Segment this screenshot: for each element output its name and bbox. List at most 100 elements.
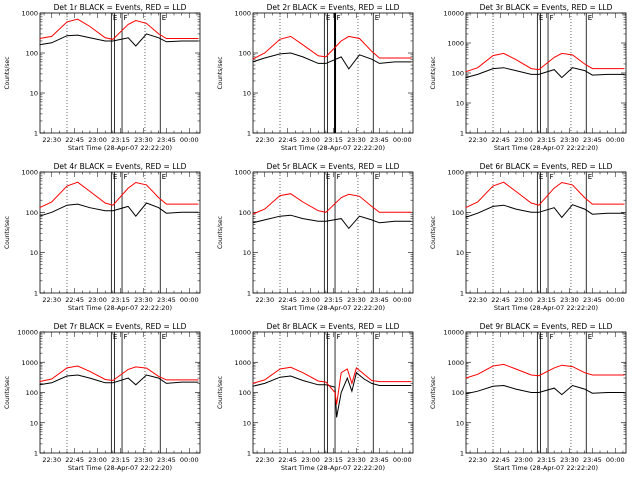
x-tick-label: 00:00 (606, 136, 625, 144)
y-axis-label: Counts/sec (430, 56, 437, 89)
x-tick-label: 00:00 (606, 456, 625, 464)
flag-label: E (539, 333, 543, 341)
x-tick-label: 22:30 (42, 136, 61, 144)
flag-label: E (113, 173, 117, 181)
plot-frame (465, 12, 627, 134)
flag-label: F (124, 14, 128, 22)
x-tick-label: 22:30 (255, 136, 274, 144)
x-tick-label: 23:15 (537, 456, 556, 464)
x-tick-label: 23:45 (583, 296, 602, 304)
x-tick-label: 23:45 (370, 296, 389, 304)
flag-label: F (124, 173, 128, 181)
panel-title: Det 4r BLACK = Events, RED = LLD (54, 162, 187, 171)
y-tick-label: 10 (456, 249, 464, 257)
x-axis-label: Start Time (28-Apr-07 22:22:20) (494, 144, 598, 152)
flag-label: E (113, 14, 117, 22)
series-line-events (465, 384, 625, 396)
x-tick-label: 22:30 (468, 136, 487, 144)
panel-det-9: Det 9r BLACK = Events, RED = LLD 1 10 100 10… (430, 322, 627, 472)
flag-label: E (375, 14, 379, 22)
y-tick-label: 1 (34, 450, 38, 458)
y-axis-label: Counts/sec (4, 216, 11, 249)
series-line-lld (465, 363, 625, 379)
y-tick-label: 1 (460, 450, 464, 458)
series-line-lld (252, 35, 412, 60)
plot-frame (39, 12, 201, 134)
x-tick-label: 23:00 (301, 296, 320, 304)
x-tick-label: 23:30 (347, 296, 366, 304)
flag-label: E (162, 333, 166, 341)
y-axis-label: Counts/sec (217, 216, 224, 249)
x-tick-label: 23:30 (560, 296, 579, 304)
x-tick-label: 23:30 (560, 456, 579, 464)
x-tick-label: 00:00 (180, 136, 199, 144)
y-tick-label: 1000 (447, 169, 464, 177)
panel-title: Det 1r BLACK = Events, RED = LLD (54, 3, 187, 12)
flag-label: E (326, 333, 330, 341)
x-axis-label: Start Time (28-Apr-07 22:22:20) (281, 144, 385, 152)
x-tick-label: 22:30 (468, 456, 487, 464)
series-line-events (465, 204, 625, 219)
y-tick-label: 100 (452, 70, 464, 78)
y-axis-label: Counts/sec (4, 56, 11, 89)
x-tick-label: 23:00 (88, 296, 107, 304)
y-tick-label: 10000 (443, 329, 464, 337)
x-tick-label: 22:30 (42, 456, 61, 464)
x-tick-label: 22:30 (255, 296, 274, 304)
series-line-events (252, 52, 412, 70)
x-tick-label: 22:45 (278, 456, 297, 464)
y-tick-label: 10 (243, 419, 251, 427)
x-tick-label: 00:00 (180, 456, 199, 464)
y-tick-label: 1000 (234, 359, 251, 367)
y-tick-label: 10 (243, 90, 251, 98)
y-tick-label: 10 (30, 249, 38, 257)
x-tick-label: 23:15 (111, 136, 130, 144)
x-tick-label: 23:15 (324, 136, 343, 144)
y-tick-label: 100 (239, 389, 251, 397)
flag-label: F (337, 333, 341, 341)
y-tick-label: 100 (239, 50, 251, 58)
plot-frame (465, 171, 627, 294)
y-tick-label: 1000 (234, 169, 251, 177)
x-tick-label: 23:45 (583, 456, 602, 464)
x-tick-label: 23:30 (134, 296, 153, 304)
flag-label: E (375, 173, 379, 181)
panel-det-5: Det 5r BLACK = Events, RED = LLD 1 10 100 10… (217, 162, 414, 312)
flag-label: E (539, 14, 543, 22)
x-tick-label: 23:15 (537, 296, 556, 304)
panel-det-4: Det 4r BLACK = Events, RED = LLD 1 10 100 10… (4, 162, 201, 312)
y-tick-label: 1000 (21, 10, 38, 18)
panel-det-8: Det 8r BLACK = Events, RED = LLD 1 10 100 10… (217, 322, 414, 472)
x-tick-label: 23:00 (514, 136, 533, 144)
x-tick-label: 23:45 (370, 136, 389, 144)
y-tick-label: 10000 (443, 10, 464, 18)
y-tick-label: 1000 (234, 10, 251, 18)
y-tick-label: 1 (247, 290, 251, 298)
flag-label: E (326, 14, 330, 22)
x-tick-label: 23:00 (88, 136, 107, 144)
y-tick-label: 100 (26, 209, 38, 217)
y-tick-label: 1 (34, 130, 38, 138)
flag-label: E (162, 14, 166, 22)
flag-label: E (326, 173, 330, 181)
y-tick-label: 1 (460, 290, 464, 298)
x-tick-label: 22:45 (65, 136, 84, 144)
flag-label: E (588, 173, 592, 181)
x-tick-label: 22:30 (42, 296, 61, 304)
y-axis-label: Counts/sec (430, 376, 437, 409)
y-axis-label: Counts/sec (430, 216, 437, 249)
y-tick-label: 100 (26, 389, 38, 397)
x-tick-label: 23:30 (134, 456, 153, 464)
x-tick-label: 23:00 (301, 136, 320, 144)
x-axis-label: Start Time (28-Apr-07 22:22:20) (68, 464, 172, 472)
x-axis-label: Start Time (28-Apr-07 22:22:20) (68, 144, 172, 152)
x-tick-label: 23:45 (370, 456, 389, 464)
x-tick-label: 23:30 (134, 136, 153, 144)
plot-frame (252, 171, 414, 294)
x-tick-label: 00:00 (393, 136, 412, 144)
x-tick-label: 23:15 (537, 136, 556, 144)
panel-det-6: Det 6r BLACK = Events, RED = LLD 1 10 100 10… (430, 162, 627, 312)
x-tick-label: 23:00 (301, 456, 320, 464)
x-tick-label: 23:45 (157, 456, 176, 464)
series-line-lld (39, 365, 199, 383)
